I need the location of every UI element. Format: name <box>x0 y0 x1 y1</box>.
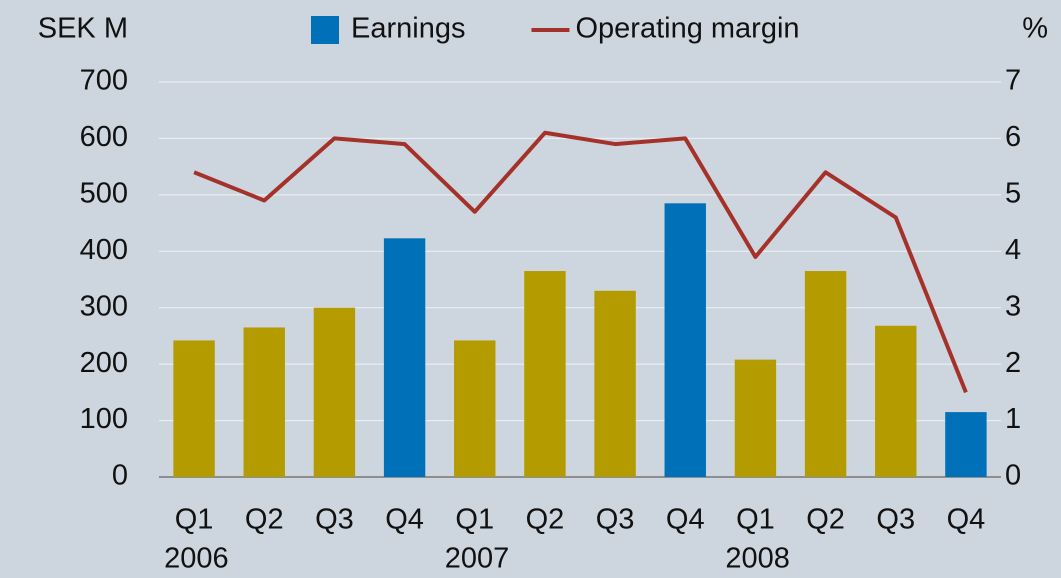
bar <box>243 327 285 477</box>
bar <box>945 412 987 477</box>
y-tick-label: 0 <box>112 460 128 492</box>
y2-tick-label: 5 <box>1005 178 1021 210</box>
bar <box>664 203 706 478</box>
x-tick-label: Q2 <box>526 504 565 536</box>
bar <box>454 340 496 477</box>
x-tick-label: Q2 <box>245 504 284 536</box>
x-tick-label: Q1 <box>175 504 214 536</box>
y2-tick-label: 2 <box>1005 347 1021 379</box>
x-tick-label: Q4 <box>666 504 705 536</box>
y2-tick-label: 6 <box>1005 121 1021 153</box>
x-tick-label: Q3 <box>315 504 354 536</box>
x-tick-label: Q1 <box>455 504 494 536</box>
y-tick-label: 400 <box>80 234 128 266</box>
y2-tick-label: 1 <box>1005 403 1021 435</box>
bar <box>804 271 847 477</box>
year-label: 2007 <box>445 543 510 575</box>
y-tick-label: 200 <box>80 347 128 379</box>
y2-tick-label: 3 <box>1005 290 1021 322</box>
x-tick-label: Q4 <box>385 504 424 536</box>
bar <box>313 307 356 477</box>
bar <box>734 359 777 477</box>
bar <box>594 290 636 477</box>
y-tick-label: 500 <box>80 178 128 210</box>
y-tick-label: 100 <box>80 403 128 435</box>
legend-label: Operating margin <box>575 13 799 45</box>
year-label: 2008 <box>725 543 790 575</box>
x-tick-label: Q2 <box>806 504 845 536</box>
bar <box>173 340 215 477</box>
y2-tick-label: 0 <box>1005 460 1021 492</box>
bar <box>383 238 426 477</box>
year-label: 2006 <box>164 543 229 575</box>
y-tick-label: 600 <box>80 121 128 153</box>
x-tick-label: Q1 <box>736 504 775 536</box>
legend-swatch <box>311 16 339 44</box>
x-tick-label: Q3 <box>596 504 635 536</box>
x-tick-label: Q4 <box>947 504 986 536</box>
y2-tick-label: 7 <box>1005 65 1021 97</box>
y-tick-label: 700 <box>80 65 128 97</box>
x-tick-label: Q3 <box>876 504 915 536</box>
y-tick-label: 300 <box>80 290 128 322</box>
y-axis-label: SEK M <box>38 13 128 45</box>
y2-axis-label: % <box>1022 13 1048 45</box>
bar <box>524 271 566 477</box>
bar <box>875 325 917 477</box>
line <box>193 130 968 394</box>
legend-label: Earnings <box>351 13 465 45</box>
y2-tick-label: 4 <box>1005 234 1021 266</box>
